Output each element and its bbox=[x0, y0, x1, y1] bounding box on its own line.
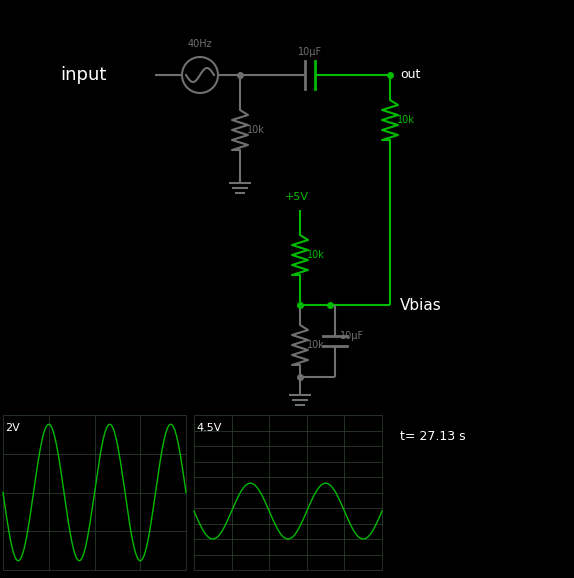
Bar bbox=[194, 415, 382, 570]
Text: Vbias: Vbias bbox=[400, 298, 442, 313]
Text: t= 27.13 s: t= 27.13 s bbox=[400, 430, 466, 443]
Text: 10µF: 10µF bbox=[298, 47, 322, 57]
Text: 10k: 10k bbox=[247, 125, 265, 135]
Text: 10k: 10k bbox=[397, 115, 415, 125]
Text: 10k: 10k bbox=[307, 250, 325, 260]
Text: out: out bbox=[400, 69, 420, 81]
Text: +5V: +5V bbox=[285, 192, 309, 202]
Text: 10µF: 10µF bbox=[340, 331, 364, 341]
Text: 4.5V: 4.5V bbox=[196, 423, 222, 433]
Text: 40Hz: 40Hz bbox=[188, 39, 212, 49]
Text: input: input bbox=[60, 66, 106, 84]
Text: 10k: 10k bbox=[307, 340, 325, 350]
Bar bbox=[3, 415, 186, 570]
Text: 2V: 2V bbox=[5, 423, 20, 433]
